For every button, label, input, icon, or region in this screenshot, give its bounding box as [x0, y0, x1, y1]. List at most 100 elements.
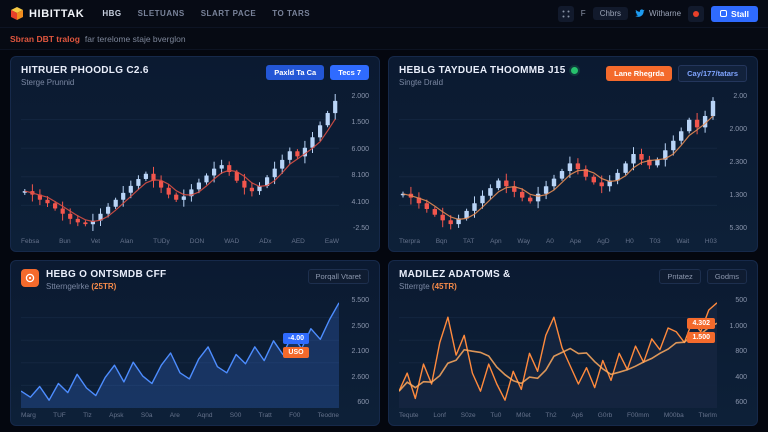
price-badge-orange: USO [283, 347, 309, 359]
panel4-header: MADILEZ ADATOMS & Stterrgte (45TR) Pntat… [399, 269, 747, 291]
area-chart-orange [399, 302, 717, 408]
x-tick-label: Tterpra [399, 238, 420, 245]
panel2-button-lane[interactable]: Lane Rhegrda [606, 66, 673, 81]
x-tick-label: F00mm [627, 412, 650, 419]
panel1-button-paxld[interactable]: Paxld Ta Ca [266, 65, 325, 80]
alert-dot-icon [693, 10, 700, 17]
subheader-text: far terelome staje bverglon [84, 33, 186, 44]
x-tick-label: Bun [59, 238, 71, 245]
panel4-plot: 4.302 1.500 [399, 295, 717, 408]
panel3-actions: Porqall Vtaret [307, 269, 369, 284]
panel2-y-axis: 2.00 2.000 2.300 1.300 5.300 [717, 91, 747, 245]
x-tick-label: TUF [53, 412, 66, 419]
x-tick-label: Way [517, 238, 531, 245]
panel2-plot [399, 91, 717, 234]
nav-item-slart-pace[interactable]: SLART PACE [200, 9, 257, 18]
y-tick-label: 5.300 [729, 225, 747, 232]
x-tick-label: AED [291, 238, 305, 245]
panel3-titles: HEBG O ONTSMDB CFF Stterngelrke (25TR) [21, 269, 166, 291]
panel3-chart-wrap: -4.00 USO Marg TUF Tlz Apsk S0a Are Aqnd S00 Tra… [21, 295, 369, 419]
line-chart-blue [21, 302, 339, 408]
y-tick-label: 2.600 [351, 373, 369, 381]
y-tick-label: 1.500 [351, 119, 369, 127]
panel4-filter-pill-pntatez[interactable]: Pntatez [659, 269, 701, 284]
y-tick-label: 1.000 [729, 322, 747, 330]
y-tick-label: 400 [735, 373, 747, 381]
panel2-chart-wrap: Tterpra Bqn TAT Apn Way A0 Ape AgD H0 T03 Wait H03 … [399, 91, 747, 245]
panel3-y-axis: 5.500 2.500 2.100 2.600 600 [339, 295, 369, 419]
panel3-plot: -4.00 USO [21, 295, 339, 408]
panel2-actions: Lane Rhegrda Cay/177/tatars [606, 65, 747, 82]
x-tick-label: Bqn [435, 238, 448, 245]
apps-grid-icon[interactable] [557, 5, 574, 22]
twitter-label: Witharne [649, 9, 682, 18]
panel2-title: HEBLG TAYDUEA THOOMMB J15 [399, 65, 578, 76]
logo-cube-icon [11, 6, 23, 20]
panel3-badges: -4.00 USO [283, 333, 309, 359]
nav-chip-chbrs[interactable]: Chbrs [592, 7, 629, 20]
x-tick-label: Aqnd [197, 412, 213, 419]
panel1-chart-wrap: Febsa Bun Vet Alan TUDy DON WAD ADx AED EaW 2.000… [21, 91, 369, 245]
x-tick-label: M0et [516, 412, 531, 419]
x-tick-label: Febsa [21, 238, 40, 245]
x-tick-label: Ap6 [571, 412, 583, 419]
panel-candles-2: HEBLG TAYDUEA THOOMMB J15 Singte Drald L… [388, 56, 758, 252]
nav-item-sletuans[interactable]: SLETUANS [137, 9, 185, 18]
x-tick-label: Th2 [545, 412, 557, 419]
panel3-filter-pill[interactable]: Porqall Vtaret [307, 269, 369, 284]
panel1-button-tecs[interactable]: Tecs 7 [330, 65, 369, 80]
x-tick-label: Ape [569, 238, 582, 245]
y-tick-label: 2.300 [729, 159, 747, 166]
panel4-chart-wrap: 4.302 1.500 Tequte Lonf S0ze Tu0 M0et Th2 Ap6 G… [399, 295, 747, 419]
x-tick-label: Tu0 [490, 412, 502, 419]
twitter-link[interactable]: Witharne [635, 9, 681, 18]
panel4-titles: MADILEZ ADATOMS & Stterrgte (45TR) [399, 269, 511, 291]
panel1-plot-col: Febsa Bun Vet Alan TUDy DON WAD ADx AED EaW [21, 91, 339, 245]
x-tick-label: S0a [140, 412, 153, 419]
value-badge-1: 4.302 [687, 317, 715, 329]
panel1-subtitle: Sterge Prunnid [21, 78, 75, 87]
y-tick-label: 5.500 [351, 297, 369, 304]
panel4-subtitle-accent: (45TR) [431, 282, 457, 291]
y-tick-label: 2.000 [351, 93, 369, 100]
top-nav: HIBITTAK HBG SLETUANS SLART PACE TO TARS… [0, 0, 768, 28]
panel4-filter-pill-godms[interactable]: Godms [706, 269, 747, 284]
y-tick-label: 2.500 [351, 322, 369, 330]
nav-chip-f[interactable]: F [580, 9, 586, 18]
notification-icon[interactable] [688, 5, 705, 22]
panel4-x-axis: Tequte Lonf S0ze Tu0 M0et Th2 Ap6 G0rb F00mm M00b… [399, 408, 717, 419]
panel1-actions: Paxld Ta Ca Tecs 7 [266, 65, 369, 80]
nav-item-to-tars[interactable]: TO TARS [272, 9, 311, 18]
panel4-y-axis: 500 1.000 800 400 600 [717, 295, 747, 419]
panel3-subtitle-text: Stterngelrke [46, 282, 90, 291]
panel-area-orange: MADILEZ ADATOMS & Stterrgte (45TR) Pntat… [388, 260, 758, 426]
panel4-actions: Pntatez Godms [659, 269, 747, 284]
panel2-button-cay[interactable]: Cay/177/tatars [678, 65, 747, 82]
nav-item-hbg[interactable]: HBG [102, 9, 122, 18]
x-tick-label: G0rb [597, 412, 613, 419]
price-badge-blue: -4.00 [283, 333, 309, 345]
x-tick-label: M00ba [663, 412, 684, 419]
x-tick-label: Teodne [317, 412, 339, 419]
panel4-title: MADILEZ ADATOMS & [399, 269, 511, 280]
stall-button[interactable]: Stall [711, 5, 758, 22]
x-tick-label: Marg [21, 412, 36, 419]
panel1-titles: HITRUER PHOODLG C2.6 Sterge Prunnid [21, 65, 149, 87]
x-tick-label: T03 [649, 238, 661, 245]
y-tick-label: 600 [735, 399, 747, 406]
logo[interactable]: HIBITTAK [10, 6, 85, 21]
panel3-header: HEBG O ONTSMDB CFF Stterngelrke (25TR) P… [21, 269, 369, 291]
panel2-plot-col: Tterpra Bqn TAT Apn Way A0 Ape AgD H0 T03 Wait H03 [399, 91, 717, 245]
panel4-subtitle: Stterrgte (45TR) [399, 282, 511, 291]
x-tick-label: Apsk [109, 412, 124, 419]
x-tick-label: F00 [289, 412, 301, 419]
x-tick-label: WAD [224, 238, 240, 245]
y-tick-label: 500 [735, 297, 747, 304]
logo-text: HIBITTAK [29, 7, 85, 20]
x-tick-label: S0ze [460, 412, 476, 419]
panel2-header: HEBLG TAYDUEA THOOMMB J15 Singte Drald L… [399, 65, 747, 87]
panel1-y-axis: 2.000 1.500 6.000 8.100 4.100 -2.50 [339, 91, 369, 245]
x-tick-label: A0 [545, 238, 554, 245]
x-tick-label: TUDy [153, 238, 170, 245]
x-tick-label: AgD [596, 238, 610, 245]
